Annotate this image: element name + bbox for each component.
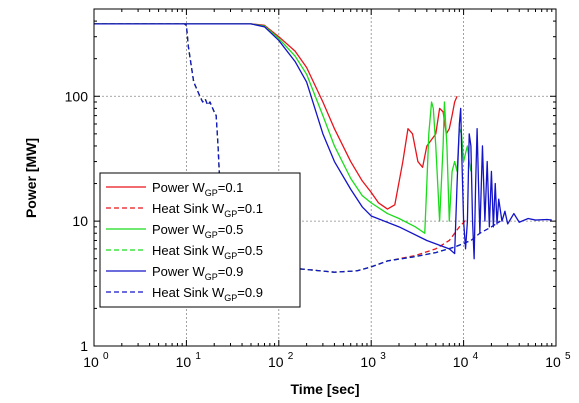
x-tick-label: 10 — [360, 354, 376, 370]
legend-entry: Power WGP=0.5 — [152, 222, 243, 240]
x-tick-exponent: 4 — [473, 351, 479, 362]
x-tick-label: 10 — [545, 354, 561, 370]
series-line-5 — [94, 23, 552, 260]
x-tick-exponent: 3 — [380, 351, 386, 362]
x-tick-label: 10 — [83, 354, 99, 370]
x-tick-exponent: 1 — [195, 351, 201, 362]
legend-box — [99, 172, 301, 308]
legend-entry: Heat Sink WGP=0.1 — [152, 201, 263, 219]
y-tick-label: 10 — [72, 213, 88, 229]
series-line-6 — [94, 23, 501, 273]
x-tick-exponent: 0 — [103, 351, 109, 362]
legend-entry: Power WGP=0.1 — [152, 180, 243, 198]
x-tick-label: 10 — [268, 354, 284, 370]
x-tick-label: 10 — [453, 354, 469, 370]
x-tick-exponent: 2 — [288, 351, 294, 362]
axis-ticks — [93, 8, 557, 347]
y-axis-title: Power [MW] — [23, 138, 39, 218]
legend-entry: Heat Sink WGP=0.9 — [152, 285, 263, 303]
legend: Power WGP=0.1 Heat Sink WGP=0.1 Power WGP=… — [99, 172, 301, 308]
x-tick-exponent: 5 — [565, 351, 571, 362]
legend-entry: Heat Sink WGP=0.5 — [152, 243, 263, 261]
y-tick-label: 1 — [80, 338, 88, 354]
legend-entry: Power WGP=0.9 — [152, 264, 243, 282]
plot-frame — [93, 8, 557, 347]
x-axis-title: Time [sec] — [291, 381, 360, 397]
x-tick-label: 10 — [176, 354, 192, 370]
y-tick-label: 100 — [65, 88, 89, 104]
